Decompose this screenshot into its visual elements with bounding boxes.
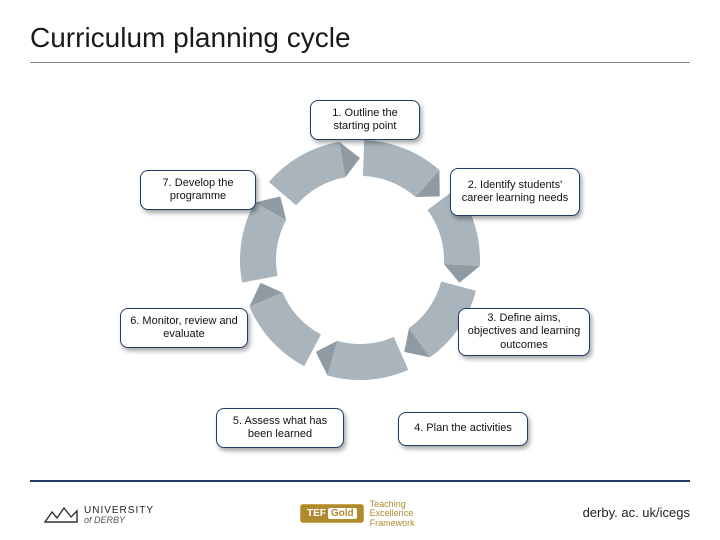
tef-logo: TEFGold Teaching Excellence Framework (300, 500, 415, 528)
slide: Curriculum planning cycle 1. Outline the… (0, 0, 720, 540)
derby-logo: UNIVERSITY of DERBY (44, 504, 154, 526)
derby-line2: of DERBY (84, 516, 154, 525)
footer-rule (30, 480, 690, 482)
cycle-node-3: 3. Define aims, objectives and learning … (458, 308, 590, 356)
node-label: 3. Define aims, objectives and learning … (467, 312, 581, 352)
node-label: 2. Identify students' career learning ne… (459, 179, 571, 205)
footer-url: derby. ac. uk/icegs (583, 505, 690, 520)
node-label: 7. Develop the programme (149, 177, 247, 203)
derby-mark-icon (44, 504, 78, 526)
cycle-diagram: 1. Outline the starting point 2. Identif… (120, 90, 600, 470)
tef-badge: TEFGold (300, 504, 364, 523)
cycle-node-5: 5. Assess what has been learned (216, 408, 344, 448)
cycle-ring-svg (230, 130, 490, 390)
derby-logo-text: UNIVERSITY of DERBY (84, 506, 154, 525)
cycle-ring (230, 130, 490, 390)
cycle-node-4: 4. Plan the activities (398, 412, 528, 446)
cycle-node-6: 6. Monitor, review and evaluate (120, 308, 248, 348)
title-rule (30, 62, 690, 63)
tef-l3: Framework (370, 518, 415, 528)
node-label: 4. Plan the activities (414, 422, 512, 435)
tef-badge-gold: Gold (328, 508, 357, 519)
node-label: 1. Outline the starting point (319, 107, 411, 133)
footer: UNIVERSITY of DERBY TEFGold Teaching Exc… (0, 484, 720, 540)
cycle-node-2: 2. Identify students' career learning ne… (450, 168, 580, 216)
slide-title: Curriculum planning cycle (30, 22, 351, 54)
cycle-node-7: 7. Develop the programme (140, 170, 256, 210)
tef-badge-text: TEF (307, 508, 326, 519)
node-label: 5. Assess what has been learned (225, 415, 335, 441)
node-label: 6. Monitor, review and evaluate (129, 315, 239, 341)
derby-line1: UNIVERSITY (84, 506, 154, 516)
cycle-node-1: 1. Outline the starting point (310, 100, 420, 140)
tef-label: Teaching Excellence Framework (370, 500, 415, 528)
